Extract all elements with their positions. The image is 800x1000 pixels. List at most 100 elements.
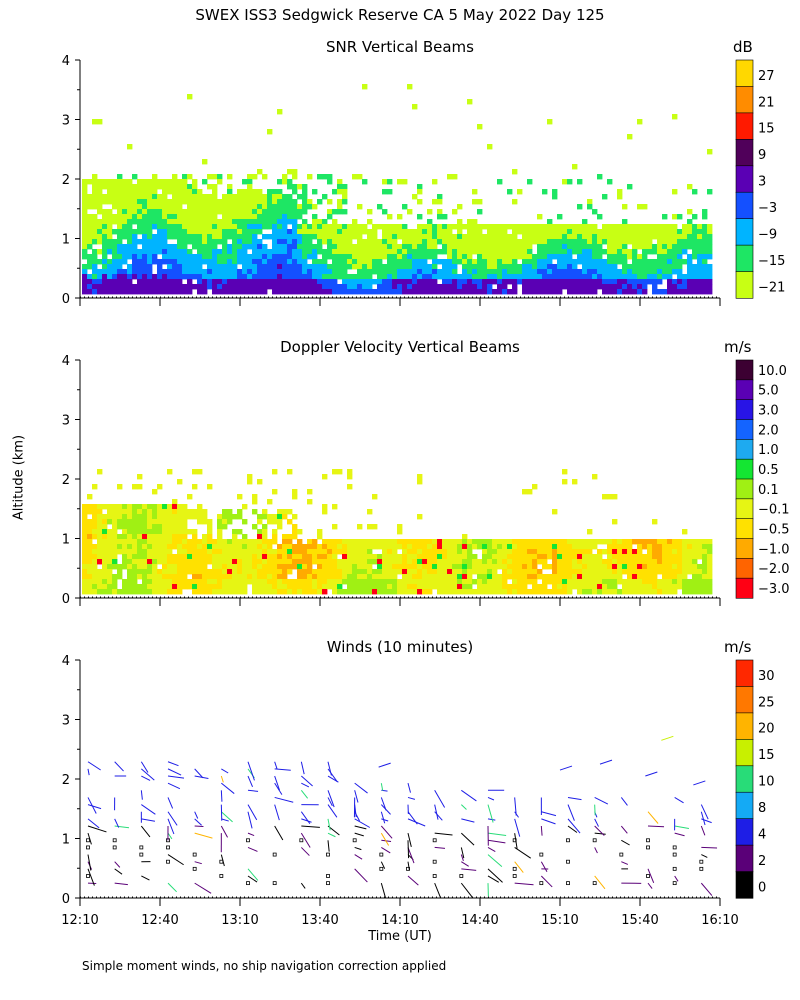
heatmap-cell [297,204,303,210]
heatmap-cell [252,554,258,560]
heatmap-cell [557,239,563,245]
heatmap-cell [97,284,103,290]
heatmap-cell [132,564,138,570]
heatmap-cell [192,534,198,540]
heatmap-cell [612,259,618,265]
heatmap-cell [247,289,253,295]
heatmap-cell [222,254,228,260]
heatmap-cell [177,574,183,580]
heatmap-cell [587,569,593,575]
heatmap-cell [702,224,708,230]
heatmap-cell [87,234,93,240]
heatmap-cell [332,469,338,475]
heatmap-cell [602,574,608,580]
heatmap-cell [532,559,538,565]
heatmap-cell [102,284,108,290]
heatmap-cell [132,174,138,180]
heatmap-cell [312,234,318,240]
heatmap-cell [292,549,298,555]
heatmap-cell [187,509,193,515]
heatmap-cell [422,569,428,575]
wind-vector [647,825,665,828]
heatmap-cell [257,244,263,250]
heatmap-cell [257,574,263,580]
heatmap-cell [527,589,533,595]
heatmap-cell [297,214,303,220]
calm-wind-marker [619,852,624,857]
heatmap-cell [87,194,93,200]
heatmap-cell [172,249,178,255]
heatmap-cell [87,534,93,540]
heatmap-cell [172,199,178,205]
heatmap-cell [292,199,298,205]
heatmap-cell [547,284,553,290]
heatmap-cell [227,274,233,280]
heatmap-cell [637,279,643,285]
heatmap-cell [212,244,218,250]
wind-vector [434,832,453,836]
heatmap-cell [117,504,123,510]
heatmap-cell [302,559,308,565]
x-tick-label: 15:10 [541,913,578,928]
heatmap-cell [122,519,128,525]
heatmap-cell [682,584,688,590]
y-tick-label: 0 [62,892,70,907]
heatmap-cell [157,224,163,230]
heatmap-cell [142,179,148,185]
heatmap-cell [412,264,418,270]
heatmap-cell [137,284,143,290]
heatmap-cell [422,269,428,275]
heatmap-cell [317,274,323,280]
heatmap-cell [447,244,453,250]
heatmap-cell [322,264,328,270]
heatmap-cell [342,259,348,265]
heatmap-cell [672,579,678,585]
heatmap-cell [142,239,148,245]
heatmap-cell [277,249,283,255]
heatmap-cell [132,569,138,575]
heatmap-cell [237,569,243,575]
heatmap-cell [432,284,438,290]
heatmap-cell [522,254,528,260]
heatmap-cell [602,584,608,590]
heatmap-cell [492,564,498,570]
heatmap-cell [412,544,418,550]
heatmap-cell [577,554,583,560]
colorbar-swatch [735,244,754,273]
heatmap-cell [372,259,378,265]
heatmap-cell [222,229,228,235]
heatmap-cell [112,534,118,540]
heatmap-cell [122,214,128,220]
heatmap-cell [242,194,248,200]
heatmap-cell [592,229,598,235]
heatmap-cell [397,254,403,260]
wind-vector [674,797,684,804]
heatmap-cell [667,264,673,270]
heatmap-cell [87,574,93,580]
heatmap-cell [467,264,473,270]
heatmap-cell [512,284,518,290]
heatmap-cell [197,574,203,580]
heatmap-cell [487,234,493,240]
heatmap-cell [397,229,403,235]
heatmap-cell [387,589,393,595]
heatmap-cell [407,284,413,290]
heatmap-cell [587,564,593,570]
heatmap-cell [557,224,563,230]
heatmap-cell [97,204,103,210]
heatmap-cell [297,269,303,275]
heatmap-cell [537,544,543,550]
heatmap-cell [687,274,693,280]
heatmap-cell [292,184,298,190]
heatmap-cell [217,279,223,285]
heatmap-cell [652,549,658,555]
heatmap-cell [372,229,378,235]
heatmap-cell [302,224,308,230]
heatmap-cell [687,549,693,555]
heatmap-cell [357,249,363,255]
heatmap-cell [252,574,258,580]
heatmap-cell [282,249,288,255]
heatmap-cell [662,584,668,590]
heatmap-cell [222,274,228,280]
